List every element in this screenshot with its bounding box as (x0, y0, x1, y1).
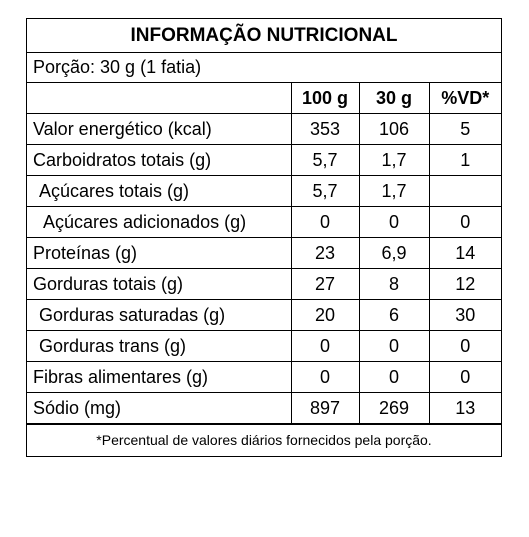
label-title: INFORMAÇÃO NUTRICIONAL (27, 19, 501, 53)
nutrition-table: 100 g 30 g %VD* Valor energético (kcal) … (27, 83, 501, 424)
value-30g: 6 (358, 299, 430, 331)
value-30g: 0 (358, 206, 430, 238)
value-30g: 269 (358, 392, 430, 424)
value-100g: 27 (290, 268, 360, 300)
value-30g: 106 (358, 113, 430, 145)
value-100g: 353 (290, 113, 360, 145)
nutrient-name: Gorduras totais (g) (27, 268, 292, 300)
value-30g: 1,7 (358, 175, 430, 207)
value-100g: 897 (290, 392, 360, 424)
table-row: Proteínas (g) 23 6,9 14 (27, 237, 501, 269)
table-row: Gorduras totais (g) 27 8 12 (27, 268, 501, 300)
header-nutrient (27, 83, 292, 114)
value-100g: 5,7 (290, 144, 360, 176)
portion-size: Porção: 30 g (1 fatia) (27, 53, 501, 83)
value-vd: 12 (428, 268, 501, 300)
table-header-row: 100 g 30 g %VD* (27, 83, 501, 114)
nutrition-facts-label: INFORMAÇÃO NUTRICIONAL Porção: 30 g (1 f… (26, 18, 502, 457)
nutrient-name: Valor energético (kcal) (27, 113, 292, 145)
value-100g: 0 (290, 330, 360, 362)
table-row: Açúcares adicionados (g) 0 0 0 (27, 206, 501, 238)
value-30g: 0 (358, 361, 430, 393)
table-row: Carboidratos totais (g) 5,7 1,7 1 (27, 144, 501, 176)
nutrient-name: Fibras alimentares (g) (27, 361, 292, 393)
value-100g: 5,7 (290, 175, 360, 207)
value-30g: 0 (358, 330, 430, 362)
header-per-100g: 100 g (290, 83, 360, 114)
value-vd: 13 (428, 392, 501, 424)
nutrient-name: Sódio (mg) (27, 392, 292, 424)
value-vd: 1 (428, 144, 501, 176)
table-row: Açúcares totais (g) 5,7 1,7 (27, 175, 501, 207)
value-vd: 14 (428, 237, 501, 269)
value-100g: 20 (290, 299, 360, 331)
value-vd: 0 (428, 206, 501, 238)
nutrient-name: Açúcares totais (g) (27, 175, 292, 207)
value-vd: 0 (428, 361, 501, 393)
value-100g: 0 (290, 206, 360, 238)
value-30g: 8 (358, 268, 430, 300)
table-row: Sódio (mg) 897 269 13 (27, 392, 501, 424)
value-30g: 1,7 (358, 144, 430, 176)
nutrient-name: Proteínas (g) (27, 237, 292, 269)
value-vd (428, 175, 501, 207)
table-row: Gorduras saturadas (g) 20 6 30 (27, 299, 501, 331)
table-row: Gorduras trans (g) 0 0 0 (27, 330, 501, 362)
nutrient-name: Gorduras saturadas (g) (27, 299, 292, 331)
nutrient-name: Carboidratos totais (g) (27, 144, 292, 176)
table-row: Valor energético (kcal) 353 106 5 (27, 113, 501, 145)
header-per-portion: 30 g (358, 83, 430, 114)
table-row: Fibras alimentares (g) 0 0 0 (27, 361, 501, 393)
nutrient-name: Açúcares adicionados (g) (27, 206, 292, 238)
value-vd: 30 (428, 299, 501, 331)
value-vd: 0 (428, 330, 501, 362)
footnote: *Percentual de valores diários fornecido… (27, 424, 501, 456)
value-30g: 6,9 (358, 237, 430, 269)
header-daily-value: %VD* (428, 83, 501, 114)
nutrient-name: Gorduras trans (g) (27, 330, 292, 362)
value-100g: 23 (290, 237, 360, 269)
value-100g: 0 (290, 361, 360, 393)
value-vd: 5 (428, 113, 501, 145)
